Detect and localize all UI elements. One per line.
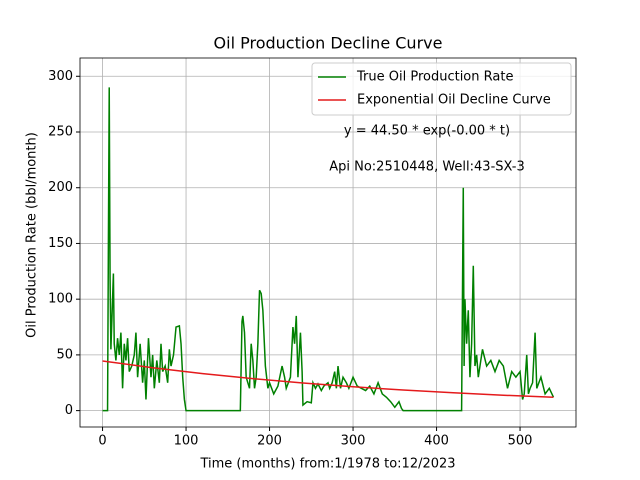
x-tick-label: 0 [98, 434, 106, 449]
annotation: Api No:2510448, Well:43-SX-3 [329, 160, 525, 175]
x-tick-label: 200 [257, 434, 282, 449]
y-tick-label: 150 [48, 236, 73, 251]
y-tick-label: 300 [48, 69, 73, 84]
x-axis-label: Time (months) from:1/1978 to:12/2023 [199, 457, 455, 472]
y-tick-label: 100 [48, 292, 73, 307]
chart-title: Oil Production Decline Curve [214, 34, 443, 53]
y-tick-label: 0 [65, 403, 73, 418]
y-tick-label: 250 [48, 125, 73, 140]
annotation: y = 44.50 * exp(-0.00 * t) [344, 124, 510, 139]
x-tick-label: 400 [424, 434, 449, 449]
x-tick-label: 500 [508, 434, 533, 449]
legend-label: True Oil Production Rate [356, 70, 513, 85]
y-axis-label: Oil Production Rate (bbl/month) [25, 132, 40, 338]
legend-label: Exponential Oil Decline Curve [357, 93, 551, 108]
legend-box [311, 62, 572, 116]
line-series [102, 87, 555, 412]
line-series [102, 360, 554, 398]
x-tick-label: 100 [174, 434, 199, 449]
x-tick-label: 300 [341, 434, 366, 449]
y-tick-label: 200 [48, 180, 73, 195]
y-tick-label: 50 [56, 347, 73, 362]
plot-frame [79, 57, 577, 428]
